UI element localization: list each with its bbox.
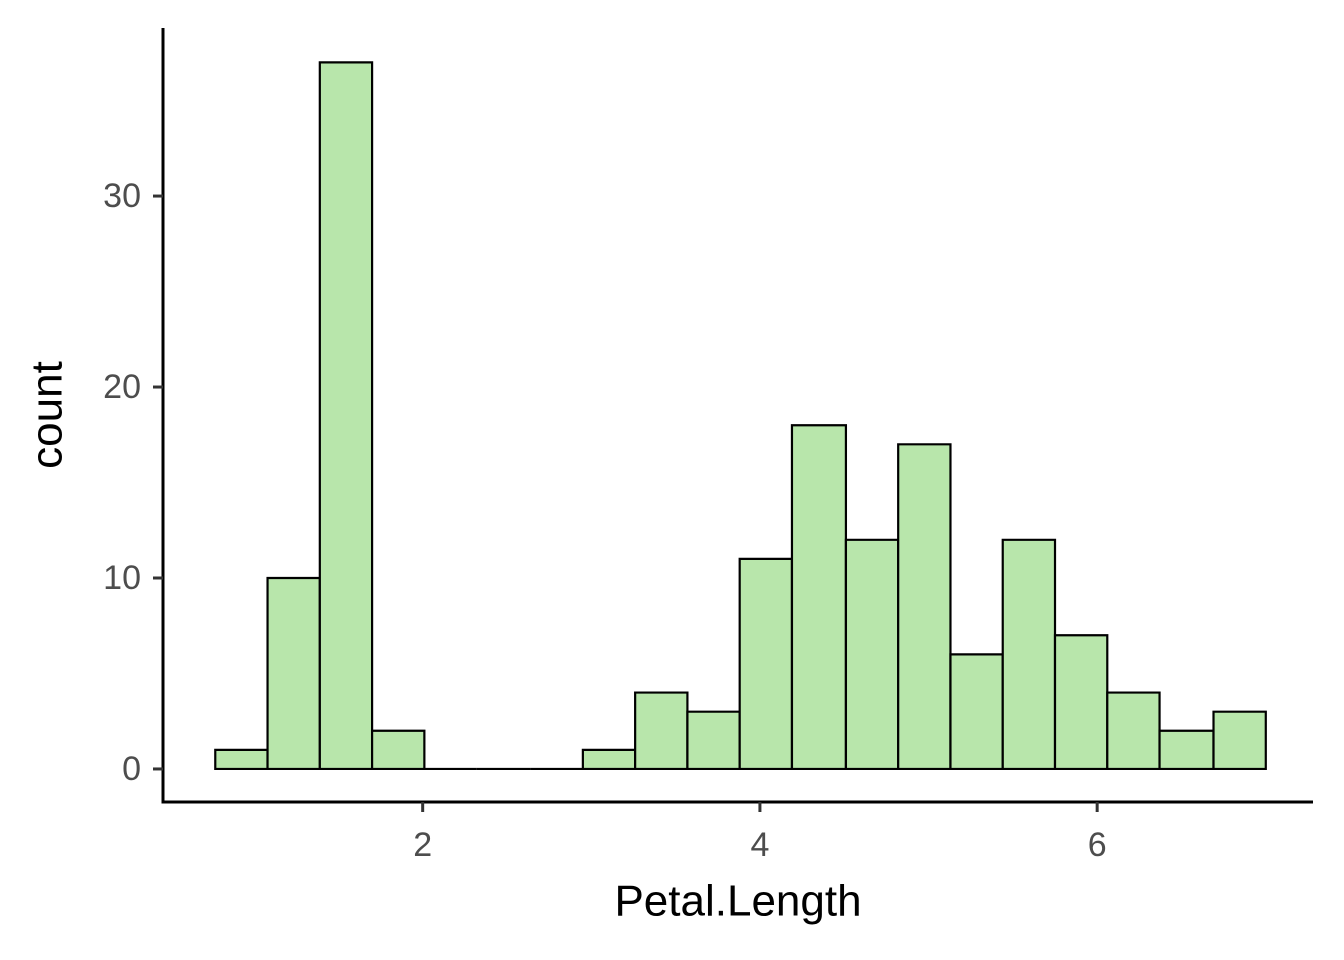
bar bbox=[318, 61, 374, 771]
bar bbox=[844, 538, 900, 771]
bar bbox=[897, 443, 952, 771]
x-axis-title: Petal.Length bbox=[614, 877, 861, 926]
bar bbox=[949, 653, 1004, 771]
bar bbox=[370, 729, 426, 771]
bar bbox=[1001, 538, 1057, 771]
bar bbox=[790, 424, 848, 771]
x-tick-label: 2 bbox=[413, 826, 432, 864]
bar bbox=[581, 748, 637, 771]
bar bbox=[1106, 691, 1161, 771]
y-axis-title: count bbox=[23, 361, 72, 469]
x-tick-label: 6 bbox=[1088, 826, 1107, 864]
bar bbox=[1212, 710, 1267, 771]
bar bbox=[634, 691, 689, 771]
x-tick-label: 4 bbox=[750, 826, 769, 864]
bar bbox=[1158, 729, 1215, 771]
bar bbox=[686, 710, 741, 771]
bar bbox=[214, 748, 269, 771]
y-tick-label: 20 bbox=[103, 368, 141, 406]
y-tick-label: 10 bbox=[103, 559, 141, 597]
y-tick-label: 0 bbox=[122, 750, 141, 788]
bar bbox=[266, 576, 321, 771]
bar bbox=[1053, 634, 1109, 771]
bar bbox=[738, 557, 794, 771]
y-tick-label: 30 bbox=[103, 177, 141, 215]
